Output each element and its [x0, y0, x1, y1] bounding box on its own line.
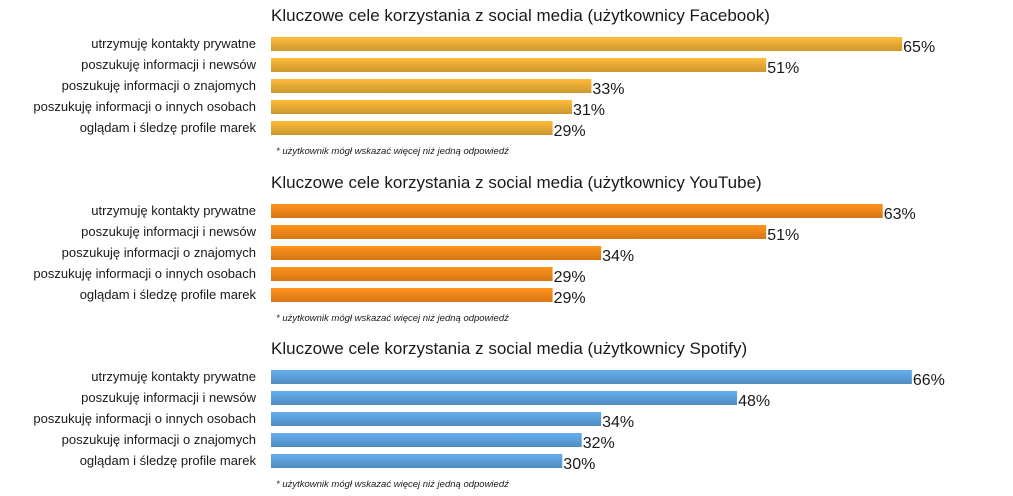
- bar: [271, 58, 767, 72]
- value-label: 33%: [592, 81, 624, 98]
- category-label: oglądam i śledzę profile marek: [80, 120, 257, 135]
- value-label: 48%: [738, 393, 770, 410]
- bar: [271, 79, 592, 93]
- value-label: 34%: [602, 414, 634, 431]
- footnote: * użytkownik mógł wskazać więcej niż jed…: [276, 313, 509, 324]
- chart-title: Kluczowe cele korzystania z social media…: [271, 6, 770, 25]
- bar: [271, 121, 553, 135]
- category-label: oglądam i śledzę profile marek: [80, 287, 257, 302]
- category-label: poszukuję informacji o znajomych: [62, 432, 256, 447]
- bar: [271, 370, 912, 384]
- footnote: * użytkownik mógł wskazać więcej niż jed…: [276, 479, 509, 490]
- value-label: 63%: [884, 206, 916, 223]
- category-label: utrzymuję kontakty prywatne: [91, 369, 256, 384]
- value-label: 51%: [767, 227, 799, 244]
- category-label: poszukuję informacji o innych osobach: [33, 266, 256, 281]
- footnote: * użytkownik mógł wskazać więcej niż jed…: [276, 146, 509, 157]
- bar: [271, 267, 553, 281]
- category-label: poszukuję informacji o znajomych: [62, 245, 256, 260]
- category-label: poszukuję informacji o innych osobach: [33, 411, 256, 426]
- value-label: 51%: [767, 60, 799, 77]
- value-label: 32%: [583, 435, 615, 452]
- value-label: 30%: [563, 456, 595, 473]
- bar: [271, 433, 582, 447]
- category-label: poszukuję informacji i newsów: [81, 224, 256, 239]
- bar: [271, 204, 883, 218]
- value-label: 29%: [554, 290, 586, 307]
- category-label: poszukuję informacji i newsów: [81, 57, 256, 72]
- category-label: utrzymuję kontakty prywatne: [91, 36, 256, 51]
- bar: [271, 100, 573, 114]
- category-label: poszukuję informacji o znajomych: [62, 78, 256, 93]
- value-label: 65%: [903, 39, 935, 56]
- category-label: utrzymuję kontakty prywatne: [91, 203, 256, 218]
- bar: [271, 37, 903, 51]
- bar: [271, 246, 602, 260]
- category-label: poszukuję informacji o innych osobach: [33, 99, 256, 114]
- category-label: poszukuję informacji i newsów: [81, 390, 256, 405]
- chart-title: Kluczowe cele korzystania z social media…: [271, 339, 747, 358]
- value-label: 66%: [913, 372, 945, 389]
- bar: [271, 412, 602, 426]
- value-label: 34%: [602, 248, 634, 265]
- bar: [271, 391, 738, 405]
- value-label: 29%: [554, 123, 586, 140]
- bar: [271, 225, 767, 239]
- value-label: 29%: [554, 269, 586, 286]
- chart-title: Kluczowe cele korzystania z social media…: [271, 173, 762, 192]
- value-label: 31%: [573, 102, 605, 119]
- bar: [271, 454, 563, 468]
- category-label: oglądam i śledzę profile marek: [80, 453, 257, 468]
- bar: [271, 288, 553, 302]
